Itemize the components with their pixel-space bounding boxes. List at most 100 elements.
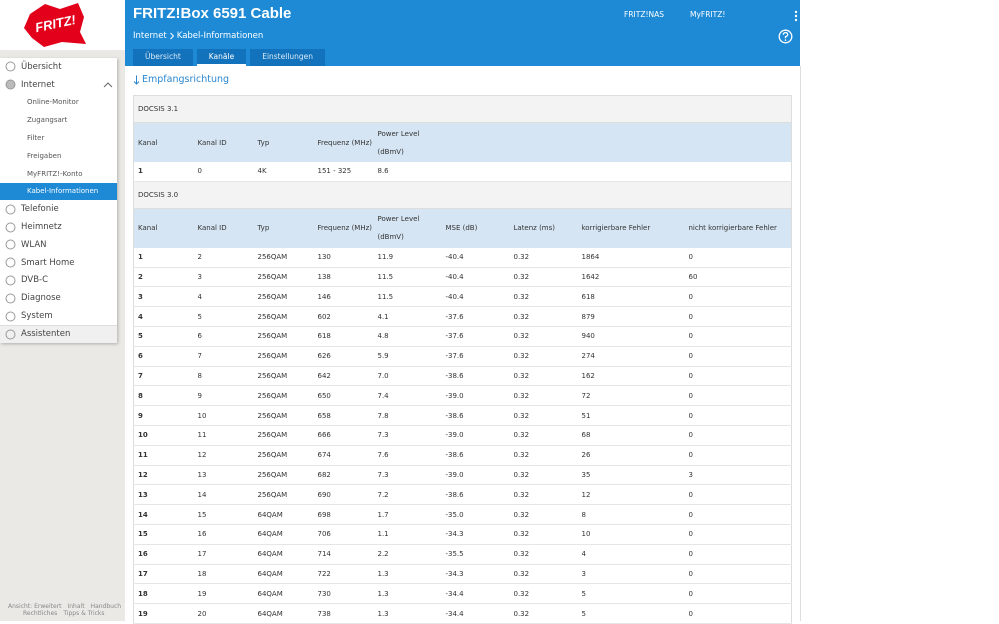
tab[interactable]: Übersicht	[133, 49, 193, 66]
cell: 11.9	[373, 247, 442, 268]
section-title: DOCSIS 3.0	[133, 181, 792, 209]
menu-icon[interactable]	[793, 10, 799, 22]
cell: 0.32	[509, 583, 578, 605]
menu-item[interactable]: Kabel-Informationen	[0, 182, 117, 201]
cell: 9	[133, 405, 194, 426]
cell: 64QAM	[253, 603, 314, 624]
breadcrumb-item[interactable]: Internet	[133, 31, 167, 41]
help-icon[interactable]	[778, 29, 793, 44]
column-header	[441, 122, 510, 162]
cell: 12	[193, 445, 254, 466]
menu-icon	[5, 275, 16, 286]
menu-item[interactable]: Internet	[0, 76, 117, 94]
cell: 146	[313, 286, 374, 308]
cell: 256QAM	[253, 484, 314, 506]
menu-item[interactable]: Assistenten	[0, 324, 117, 343]
data-row: 18 19 64QAM 730 1.3 -34.4 0.32 5 0	[133, 583, 792, 605]
menu-item[interactable]: Online-Monitor	[0, 94, 117, 112]
cell: 12	[133, 465, 194, 486]
menu-icon	[5, 204, 16, 215]
cell: 0.32	[509, 326, 578, 347]
cell: 72	[577, 385, 685, 407]
cell: 0	[193, 162, 254, 182]
cell: 666	[313, 425, 374, 446]
cell: 6	[193, 326, 254, 347]
menu-label: MyFRITZ!-Konto	[27, 169, 83, 178]
footer-line: Ansicht: Erweitert Inhalt Handbuch	[8, 603, 121, 610]
menu-label: WLAN	[21, 239, 47, 250]
footer-link[interactable]: Inhalt	[67, 603, 85, 610]
cell: 650	[313, 385, 374, 407]
footer-link[interactable]: Handbuch	[90, 603, 122, 610]
logo[interactable]: FRITZ!	[0, 0, 125, 50]
cell: 14	[193, 484, 254, 506]
cell: 690	[313, 484, 374, 506]
column-header: Frequenz (MHz)	[313, 122, 374, 162]
cell: 13	[133, 484, 194, 506]
footer-link[interactable]: Tipps & Tricks	[63, 610, 105, 617]
cell: 0.32	[509, 267, 578, 288]
tab[interactable]: Einstellungen	[250, 49, 326, 66]
title: FRITZ!Box 6591 Cable	[133, 5, 292, 22]
menu-item[interactable]: Smart Home	[0, 254, 117, 272]
cell: 64QAM	[253, 583, 314, 605]
cell: 7.0	[373, 366, 442, 387]
menu-label: Filter	[27, 134, 45, 143]
menu-item[interactable]: Heimnetz	[0, 218, 117, 236]
cell: 256QAM	[253, 405, 314, 426]
cell: 0.32	[509, 445, 578, 466]
cell: 4.1	[373, 306, 442, 327]
footer-link[interactable]: Rechtliches	[23, 610, 58, 617]
cell: 1.3	[373, 583, 442, 605]
column-header: korrigierbare Fehler	[577, 208, 685, 248]
cell: 0.32	[509, 366, 578, 387]
section-heading: Empfangsrichtung	[133, 74, 229, 85]
cell: 19	[193, 583, 254, 605]
tab[interactable]: Kanäle	[196, 49, 247, 66]
cell: -39.0	[441, 425, 510, 446]
menu-item[interactable]: Filter	[0, 129, 117, 147]
expand-chevron[interactable]	[103, 81, 113, 89]
cell: 0	[684, 405, 792, 426]
sidebar: Übersicht Internet Online-Monitor Zugangsar…	[0, 58, 117, 343]
cell: -39.0	[441, 465, 510, 486]
menu-item[interactable]: DVB-C	[0, 272, 117, 290]
menu-label: DVB-C	[21, 275, 49, 286]
cell: 4	[133, 306, 194, 327]
cell: 7.8	[373, 405, 442, 426]
nas-link[interactable]: FRITZ!NAS	[624, 10, 664, 19]
menu-item[interactable]: Übersicht	[0, 58, 117, 76]
cell: 0.32	[509, 286, 578, 308]
cell: 10	[133, 425, 194, 446]
cell: 35	[577, 465, 685, 486]
logo-area: FRITZ!	[0, 0, 125, 50]
menu-item[interactable]: Freigaben	[0, 147, 117, 165]
cell: 1	[133, 162, 194, 182]
cell: 0.32	[509, 346, 578, 367]
cell: 706	[313, 524, 374, 545]
menu-item[interactable]: System	[0, 307, 117, 325]
menu-item[interactable]: Diagnose	[0, 289, 117, 307]
breadcrumb-item: Kabel-Informationen	[176, 31, 264, 41]
header-row: Kanal Kanal ID Typ Frequenz (MHz) Power Leve…	[133, 208, 792, 248]
footer-line: Rechtliches Tipps & Tricks	[8, 610, 121, 617]
menu-item[interactable]: Telefonie	[0, 200, 117, 218]
cell: 0.32	[509, 524, 578, 545]
cell: 0	[684, 504, 792, 525]
cell: 3	[193, 267, 254, 288]
menu-item[interactable]: WLAN	[0, 236, 117, 254]
menu-item[interactable]: MyFRITZ!-Konto	[0, 165, 117, 183]
breadcrumb: Internet Kabel-Informationen	[133, 31, 263, 41]
cell: 11.5	[373, 267, 442, 288]
cell: 17	[133, 564, 194, 585]
footer-link[interactable]: Ansicht: Erweitert	[8, 603, 62, 610]
myfritz-link[interactable]: MyFRITZ!	[690, 10, 726, 19]
cell: 0	[684, 445, 792, 466]
section-row: DOCSIS 3.0	[133, 181, 792, 209]
cell: 68	[577, 425, 685, 446]
cell: 13	[193, 465, 254, 486]
menu-icon	[5, 293, 16, 304]
cell: 642	[313, 366, 374, 387]
data-row: 1 2 256QAM 130 11.9 -40.4 0.32 1864 0	[133, 247, 792, 268]
menu-item[interactable]: Zugangsart	[0, 111, 117, 129]
